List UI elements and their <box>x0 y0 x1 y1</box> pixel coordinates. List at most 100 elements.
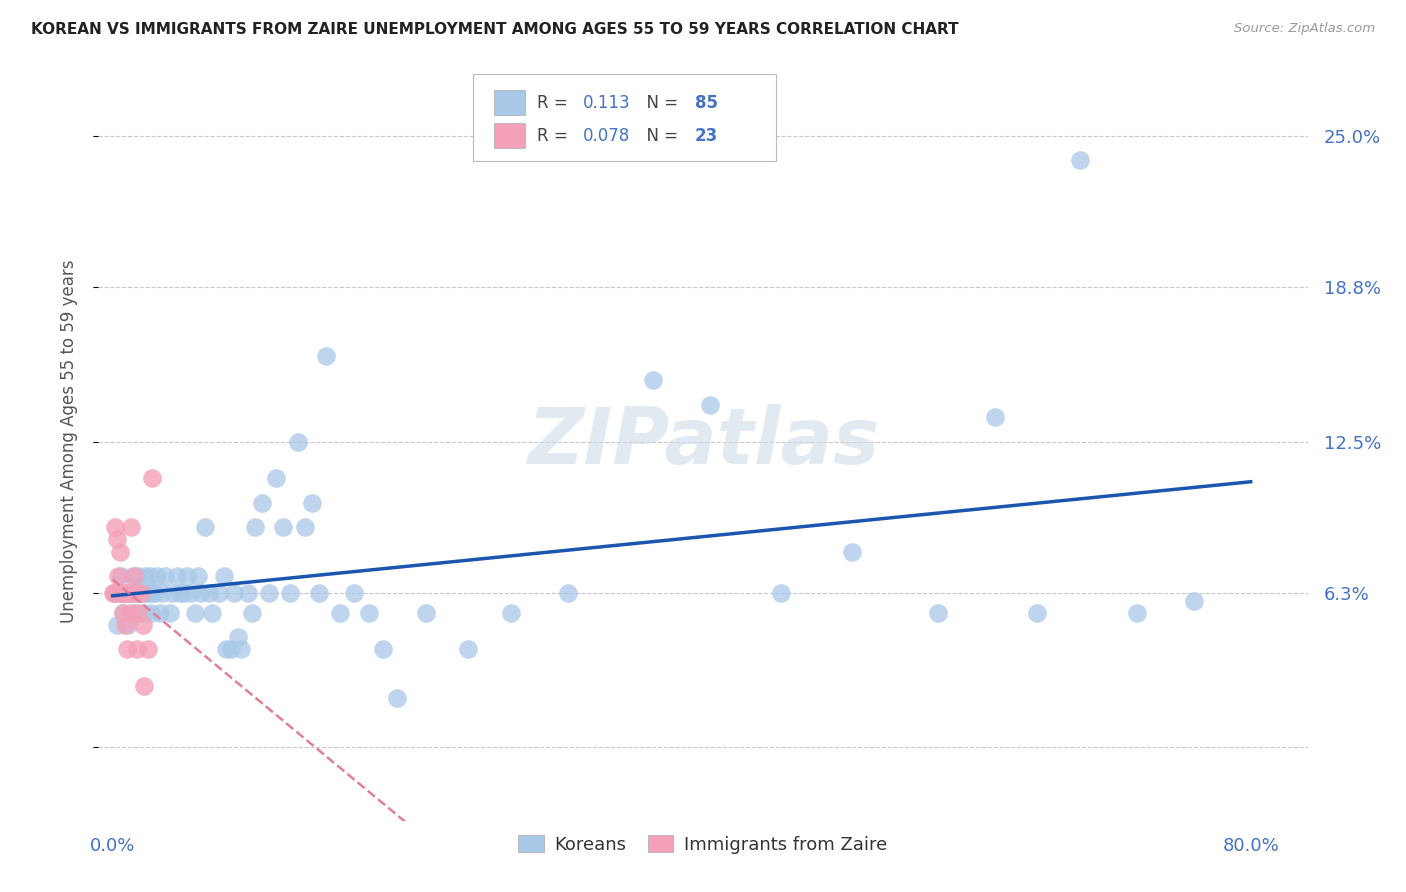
Point <box>103 586 125 600</box>
Point <box>111 606 134 620</box>
Point <box>134 569 156 583</box>
Point <box>1026 606 1049 620</box>
Point <box>132 606 155 620</box>
Point <box>136 642 159 657</box>
Point <box>149 606 172 620</box>
Point <box>145 569 167 583</box>
Legend: Koreans, Immigrants from Zaire: Koreans, Immigrants from Zaire <box>512 828 894 861</box>
Point <box>699 398 721 412</box>
FancyBboxPatch shape <box>494 90 526 115</box>
Text: 0.113: 0.113 <box>583 94 631 112</box>
Point <box>184 606 207 620</box>
Point <box>112 586 135 600</box>
Point <box>280 586 302 600</box>
Point <box>155 569 177 583</box>
Point <box>385 691 408 706</box>
Point <box>250 496 273 510</box>
Point <box>122 569 145 583</box>
Text: N =: N = <box>637 94 683 112</box>
Point <box>219 642 242 657</box>
Point <box>169 586 191 600</box>
Point <box>770 586 793 600</box>
Point <box>162 586 184 600</box>
Point <box>111 606 134 620</box>
Text: R =: R = <box>537 127 574 145</box>
Point <box>124 586 146 600</box>
Point <box>1069 153 1091 168</box>
Text: Source: ZipAtlas.com: Source: ZipAtlas.com <box>1234 22 1375 36</box>
Point <box>108 586 131 600</box>
Text: 85: 85 <box>695 94 717 112</box>
Point <box>132 679 155 693</box>
Point <box>120 586 142 600</box>
Point <box>159 606 181 620</box>
Point <box>114 586 136 600</box>
Point <box>101 586 124 600</box>
Point <box>108 544 131 558</box>
Point <box>138 569 160 583</box>
Point <box>457 642 479 657</box>
Point <box>212 569 235 583</box>
Point <box>415 606 437 620</box>
Point <box>190 586 212 600</box>
Point <box>127 569 149 583</box>
Point <box>208 586 231 600</box>
Point <box>294 520 316 534</box>
Point <box>176 569 198 583</box>
Text: ZIPatlas: ZIPatlas <box>527 403 879 480</box>
Point <box>201 606 224 620</box>
Point <box>240 606 263 620</box>
Point <box>180 586 202 600</box>
Point <box>329 606 352 620</box>
Point <box>118 586 141 600</box>
Point <box>115 586 138 600</box>
Point <box>114 618 136 632</box>
Point <box>198 586 221 600</box>
Point <box>124 606 146 620</box>
Point <box>236 586 259 600</box>
Point <box>215 642 238 657</box>
Text: 0.078: 0.078 <box>583 127 630 145</box>
Point <box>105 533 128 547</box>
Point <box>115 642 138 657</box>
Point <box>128 586 150 600</box>
Point <box>273 520 295 534</box>
Point <box>125 642 148 657</box>
Point <box>139 606 162 620</box>
Point <box>103 586 125 600</box>
Point <box>1126 606 1149 620</box>
Point <box>110 569 132 583</box>
Point <box>166 569 188 583</box>
Point <box>118 606 141 620</box>
Point <box>308 586 330 600</box>
Point <box>131 586 153 600</box>
Point <box>841 544 863 558</box>
Point <box>222 586 245 600</box>
Point <box>104 586 127 600</box>
Point <box>357 606 380 620</box>
Point <box>194 520 217 534</box>
Point <box>229 642 252 657</box>
Point <box>226 630 249 644</box>
Point <box>143 586 166 600</box>
Point <box>121 569 143 583</box>
Point <box>117 586 139 600</box>
Point <box>1182 593 1205 607</box>
Point <box>287 434 309 449</box>
Point <box>557 586 579 600</box>
Y-axis label: Unemployment Among Ages 55 to 59 years: Unemployment Among Ages 55 to 59 years <box>59 260 77 624</box>
Point <box>257 586 280 600</box>
Point <box>129 586 152 600</box>
Point <box>141 586 163 600</box>
Point <box>125 586 148 600</box>
Text: R =: R = <box>537 94 574 112</box>
Point <box>141 471 163 485</box>
Point <box>120 520 142 534</box>
Point <box>127 606 149 620</box>
Point <box>135 586 157 600</box>
Point <box>107 586 129 600</box>
Point <box>117 618 139 632</box>
Point <box>264 471 287 485</box>
Point <box>187 569 209 583</box>
FancyBboxPatch shape <box>474 74 776 161</box>
